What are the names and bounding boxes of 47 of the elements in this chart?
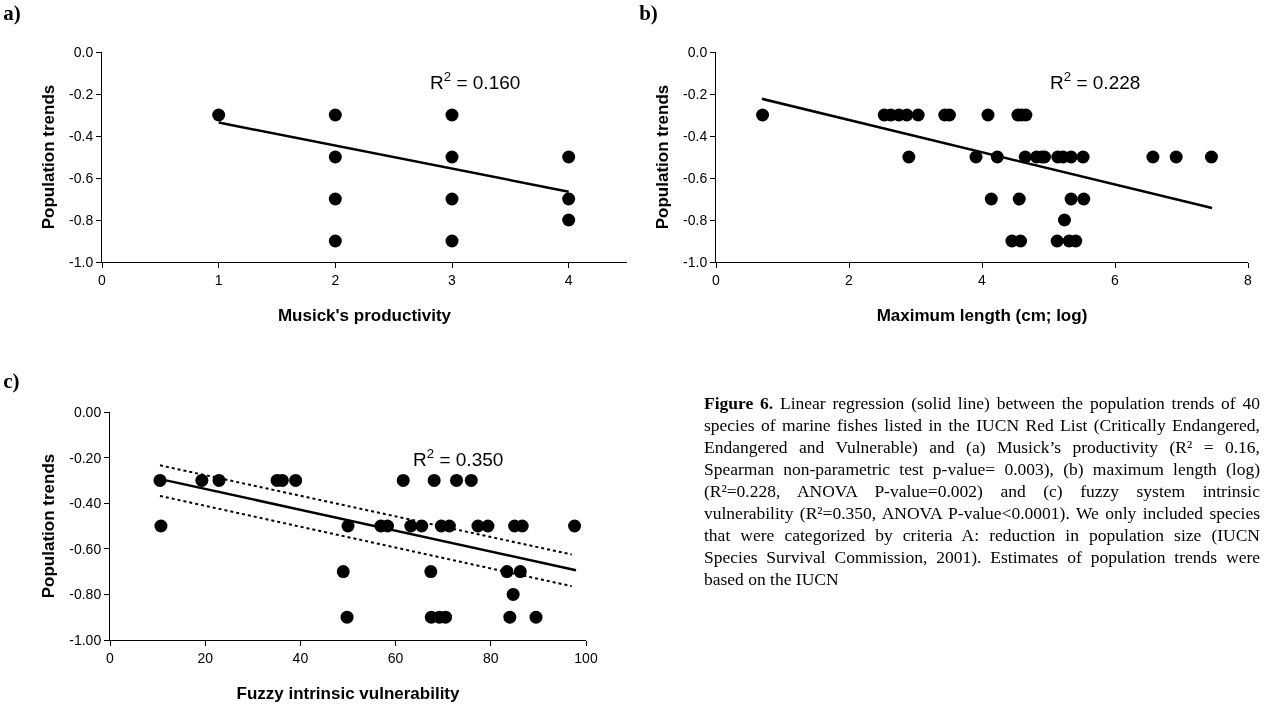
x-tick-label: 0: [106, 649, 115, 666]
x-tick-label: 4: [564, 271, 573, 288]
x-axis-title: Musick's productivity: [277, 306, 452, 326]
annotation: R$^{2}$ = 0.160: [430, 69, 521, 93]
chart-title: a): [3, 0, 21, 25]
y-tick-label: -0.6: [683, 169, 708, 186]
x-axis-title: Fuzzy intrinsic vulnerability: [236, 684, 461, 704]
text: Figure 6.: [704, 393, 774, 413]
x-tick-label: 1: [214, 271, 223, 288]
y-tick-label: -0.8: [683, 211, 708, 228]
y-axis-title: Population trends: [38, 84, 58, 230]
y-tick-label: 0.0: [687, 43, 708, 60]
y-tick-label: -0.2: [683, 85, 708, 102]
x-axis-title: Maximum length (cm; log): [876, 306, 1088, 326]
x-tick-label: 0: [98, 271, 107, 288]
y-tick-label: -0.40: [69, 495, 102, 512]
x-tick-label: 3: [448, 271, 457, 288]
x-tick-label: 20: [197, 649, 214, 666]
y-tick-label: -0.6: [69, 169, 94, 186]
y-axis-title: Population trends: [652, 84, 672, 230]
y-tick-label: -1.00: [69, 631, 102, 648]
chart-title: b): [639, 0, 658, 25]
y-tick-label: -0.20: [69, 449, 102, 466]
y-tick-label: -0.4: [683, 127, 708, 144]
y-tick-label: -1.0: [69, 253, 94, 270]
x-tick-label: 40: [292, 649, 309, 666]
x-tick-label: 2: [845, 271, 854, 288]
y-tick-label: -0.8: [69, 211, 94, 228]
y-tick-label: 0.00: [73, 403, 102, 420]
annotation: R$^{2}$ = 0.228: [1050, 69, 1141, 93]
x-tick-label: 0: [712, 271, 721, 288]
y-tick-label: -0.2: [69, 85, 94, 102]
annotation: R$^{2}$ = 0.350: [413, 446, 504, 470]
y-tick-label: 0.0: [73, 43, 94, 60]
x-tick-label: 80: [483, 649, 499, 666]
y-tick-label: -0.4: [69, 127, 94, 144]
x-tick-label: 2: [331, 271, 340, 288]
x-tick-label: 4: [978, 271, 987, 288]
y-tick-label: -1.0: [683, 253, 708, 270]
y-tick-label: -0.80: [69, 586, 102, 603]
chart-title: c): [3, 368, 20, 393]
x-tick-label: 8: [1244, 271, 1253, 288]
y-tick-label: -0.60: [69, 540, 102, 557]
x-tick-label: 100: [574, 649, 598, 666]
x-tick-label: 60: [387, 649, 404, 666]
y-axis-title: Population trends: [38, 453, 58, 599]
x-tick-label: 6: [1111, 271, 1120, 288]
